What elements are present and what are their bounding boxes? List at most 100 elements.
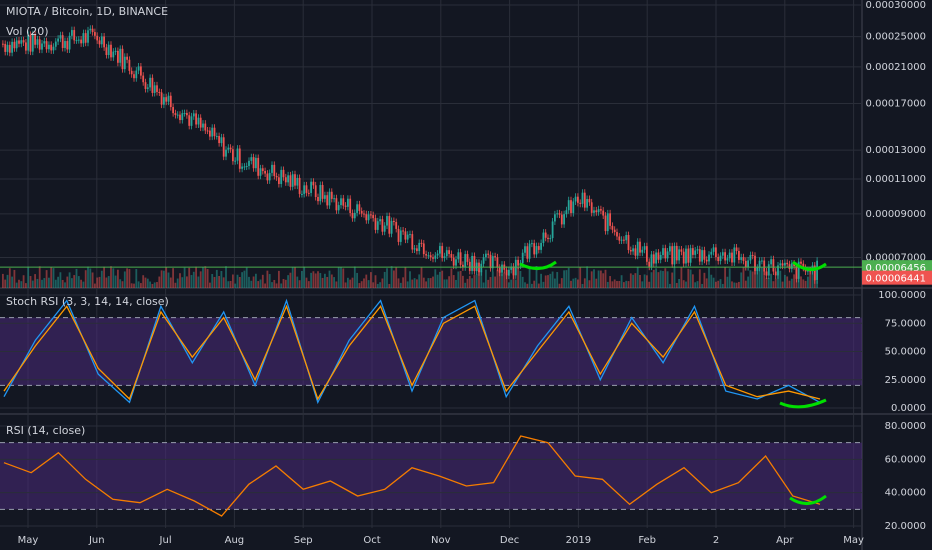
volume-bar [809, 267, 812, 288]
candle-body [301, 193, 303, 195]
candle-body [149, 77, 151, 88]
candle-body [135, 70, 138, 79]
volume-bar [179, 273, 181, 288]
candle-body [696, 249, 699, 251]
candle-body [462, 264, 464, 268]
candle-body [52, 46, 55, 51]
volume-bar [388, 283, 391, 288]
candle-body [565, 210, 568, 215]
candle-body [701, 250, 703, 262]
candle-body [199, 117, 202, 128]
volume-bar [218, 276, 220, 288]
candle-body [266, 173, 269, 181]
volume-bar [560, 278, 563, 288]
volume-bar [466, 278, 469, 288]
candle-body [280, 169, 283, 184]
candle-body [204, 123, 207, 131]
volume-bar [648, 281, 651, 288]
candle-body [245, 165, 248, 167]
volume-bar [54, 279, 57, 288]
candle-body [100, 36, 103, 45]
volume-bar [374, 275, 377, 288]
candle-body [209, 130, 211, 137]
candle-body [636, 241, 639, 256]
volume-bar [508, 282, 510, 288]
volume-bar [577, 279, 579, 288]
volume-bar [291, 266, 294, 288]
candle-body [126, 56, 128, 60]
candle-body [310, 181, 312, 193]
candle-body [613, 229, 616, 233]
candle-body [275, 176, 278, 178]
candle-body [50, 44, 53, 51]
candle-body [466, 254, 469, 262]
candle-body [57, 38, 59, 42]
volume-bar [142, 275, 145, 288]
candle-body [505, 269, 508, 276]
candle-body [579, 202, 582, 204]
volume-bar [356, 272, 358, 288]
candle-body [222, 137, 225, 157]
candle-body [75, 40, 78, 42]
candle-body [425, 254, 427, 256]
volume-bar [112, 268, 115, 288]
candle-body [754, 255, 756, 271]
candle-body [261, 168, 264, 172]
highlight-marker [779, 398, 827, 409]
volume-bar [376, 283, 379, 288]
candle-body [501, 264, 503, 273]
candle-body [606, 213, 609, 232]
volume-bar [588, 280, 591, 288]
x-tick-label: Aug [225, 535, 245, 546]
candle-body [685, 248, 687, 264]
volume-bar [616, 281, 618, 288]
volume-bar [489, 277, 492, 288]
volume-bar [82, 281, 85, 288]
candle-body [813, 265, 816, 281]
volume-bar [597, 270, 600, 288]
volume-bar [742, 267, 745, 288]
candle-body [303, 185, 306, 194]
volume-bar [726, 276, 729, 288]
volume-bar [349, 279, 352, 288]
volume-bar [353, 266, 356, 288]
volume-bar [717, 280, 720, 288]
volume-bar [268, 274, 271, 288]
candle-body [146, 87, 149, 89]
candle-body [195, 113, 197, 125]
candle-body [673, 245, 676, 265]
volume-bar [229, 280, 232, 288]
volume-bar [544, 275, 547, 288]
volume-bar [119, 279, 122, 288]
candle-body [751, 255, 754, 257]
candle-body [213, 127, 216, 137]
volume-bar [176, 278, 179, 288]
volume-bar [204, 266, 207, 288]
volume-bar [296, 276, 299, 288]
candle-body [544, 232, 547, 238]
volume-bar [27, 266, 30, 288]
volume-bar [29, 276, 32, 288]
volume-bar [206, 269, 209, 288]
volume-bar [121, 281, 124, 288]
candle-body [225, 149, 227, 157]
candle-body [202, 123, 204, 128]
candle-body [376, 221, 379, 230]
volume-bar [657, 272, 660, 288]
candle-body [473, 255, 476, 272]
volume-bar [278, 270, 280, 288]
volume-bar [128, 269, 131, 288]
candle-body [289, 175, 292, 187]
volume-bar [652, 269, 655, 288]
candle-body [581, 192, 584, 204]
volume-bar [671, 272, 674, 288]
volume-bar [411, 279, 414, 288]
volume-bar [183, 267, 186, 288]
volume-bar [517, 266, 519, 288]
volume-bar [358, 283, 361, 288]
volume-bar [565, 270, 568, 288]
volume-bar [165, 267, 168, 288]
volume-bar [199, 271, 202, 288]
x-tick-label: Sep [294, 535, 313, 546]
candle-body [491, 256, 494, 269]
